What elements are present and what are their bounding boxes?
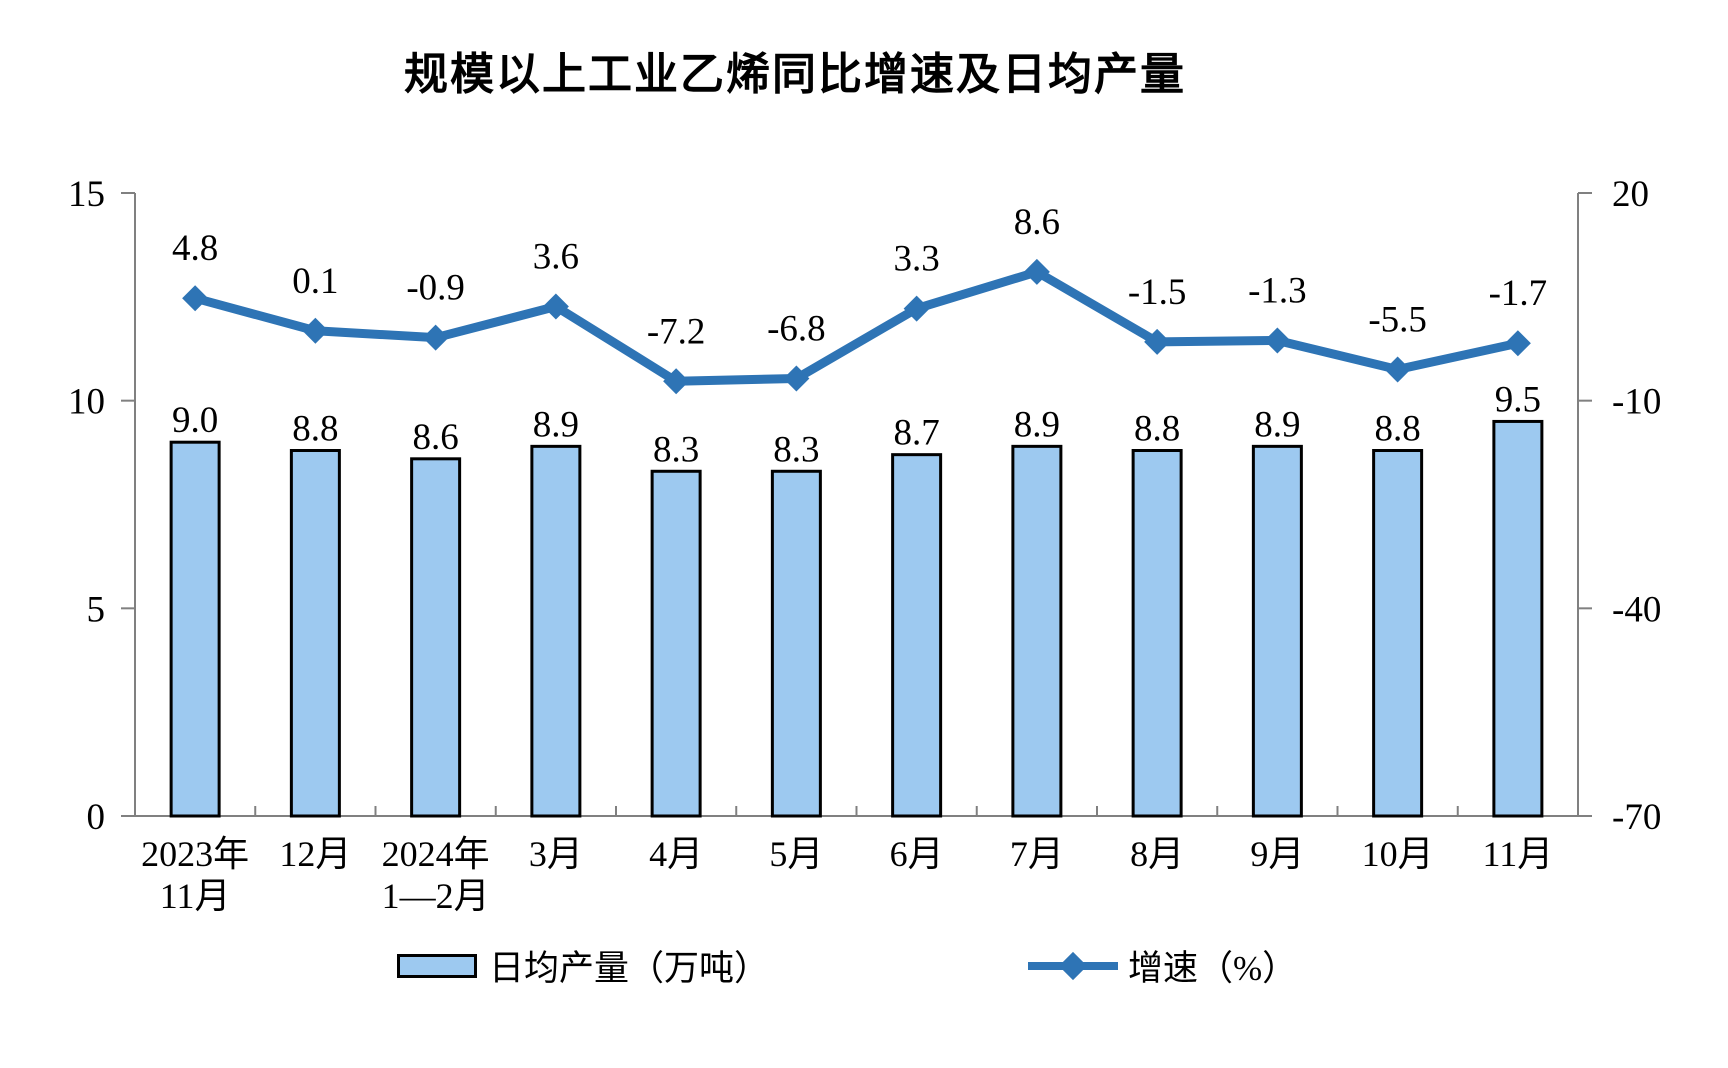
right-axis-tick-label: 20 [1612,174,1649,215]
line-marker-icon [182,285,209,312]
line-marker-icon [663,368,690,395]
bar [891,453,943,818]
bar-value-label: 8.3 [653,429,699,470]
x-axis-category-label: 5月 [769,834,823,874]
left-axis-tick-label: 15 [68,174,105,215]
line-marker-icon [1504,330,1531,357]
line-value-label: -1.5 [1128,272,1187,313]
bar [289,449,341,818]
bar [410,457,462,818]
x-axis-category-label: 9月 [1250,834,1304,874]
right-axis-tick-label: -70 [1612,797,1661,838]
line-marker-icon [1384,356,1411,383]
left-axis-tick-label: 10 [68,382,105,423]
line-marker-icon [1144,328,1171,355]
x-axis-category-label: 1—2月 [382,876,490,916]
left-axis-tick-label: 5 [87,589,106,630]
legend-item-daily-output: 日均产量（万吨） [397,940,769,991]
x-axis-category-label: 12月 [279,834,351,874]
x-axis-category-label: 3月 [529,834,583,874]
x-axis-category-label: 11月 [1483,834,1554,874]
line-value-label: -5.5 [1368,300,1427,341]
x-axis-category-label: 7月 [1010,834,1064,874]
legend-item-growth-rate: 增速（%） [1028,940,1297,991]
bar [1131,449,1183,818]
bar-value-label: 8.9 [533,404,579,445]
line-value-label: -6.8 [767,309,826,350]
left-axis-tick-label: 0 [87,797,106,838]
x-axis-category-label: 10月 [1362,834,1434,874]
line-value-label: -7.2 [647,311,706,352]
bar [1372,449,1424,818]
bar-value-label: 8.7 [894,413,940,454]
line-marker-icon [783,365,810,392]
line-legend-swatch-icon [1028,951,1118,980]
line-marker-icon [302,317,329,344]
bar [1251,444,1303,818]
x-axis-category-label: 8月 [1130,834,1184,874]
x-axis-category-label: 2024年 [382,834,490,874]
bar-value-label: 9.0 [172,400,218,441]
bar-value-label: 8.3 [773,429,819,470]
bar [650,469,702,818]
line-value-label: 8.6 [1014,202,1060,243]
bar-legend-swatch-icon [397,953,477,978]
bar-value-label: 8.9 [1254,404,1300,445]
bar-value-label: 8.8 [1375,409,1421,450]
bar [770,469,822,818]
line-value-label: 0.1 [292,261,338,302]
line-value-label: -1.7 [1489,273,1548,314]
x-axis-category-label: 11月 [160,876,231,916]
x-axis-category-label: 6月 [890,834,944,874]
bar-value-label: 8.8 [1134,409,1180,450]
chart-title: 规模以上工业乙烯同比增速及日均产量 [404,50,1186,99]
line-marker-icon [1264,327,1291,354]
bar [169,440,221,818]
right-axis-tick-label: -40 [1612,589,1661,630]
bar [1492,419,1544,818]
line-value-label: 4.8 [172,228,218,269]
bar-value-label: 8.8 [292,409,338,450]
legend-label-growth-rate: 增速（%） [1128,949,1298,988]
line-value-label: -1.3 [1248,270,1307,311]
diamond-marker-icon [1058,951,1088,980]
growth-line [190,267,1523,386]
line-value-label: 3.6 [533,237,579,278]
line-value-label: 3.3 [894,239,940,280]
bar-value-label: 8.9 [1014,404,1060,445]
bar-value-label: 8.6 [413,417,459,458]
bar-value-label: 9.5 [1495,379,1541,420]
legend-label-daily-output: 日均产量（万吨） [489,949,770,988]
bar [1011,444,1063,818]
x-axis-category-label: 2023年 [141,834,249,874]
bar [530,444,582,818]
line-marker-icon [422,324,449,351]
line-marker-icon [1023,258,1050,285]
line-marker-icon [542,293,569,320]
x-axis-category-label: 4月 [649,834,703,874]
line-value-label: -0.9 [406,268,465,309]
line-marker-icon [903,295,930,322]
right-axis-tick-label: -10 [1612,382,1661,423]
